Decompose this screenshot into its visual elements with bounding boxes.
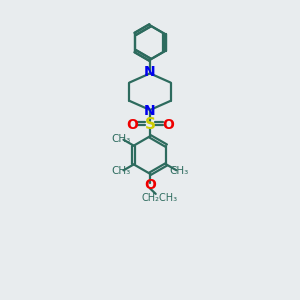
Text: O: O <box>126 118 138 132</box>
Text: CH₃: CH₃ <box>111 134 130 144</box>
Text: CH₃: CH₃ <box>170 166 189 176</box>
Text: N: N <box>144 65 156 79</box>
Text: CH₂CH₃: CH₂CH₃ <box>142 193 178 203</box>
Text: O: O <box>162 118 174 132</box>
Text: CH₃: CH₃ <box>111 166 130 176</box>
Text: S: S <box>145 117 155 132</box>
Text: N: N <box>144 104 156 118</box>
Text: O: O <box>144 178 156 192</box>
